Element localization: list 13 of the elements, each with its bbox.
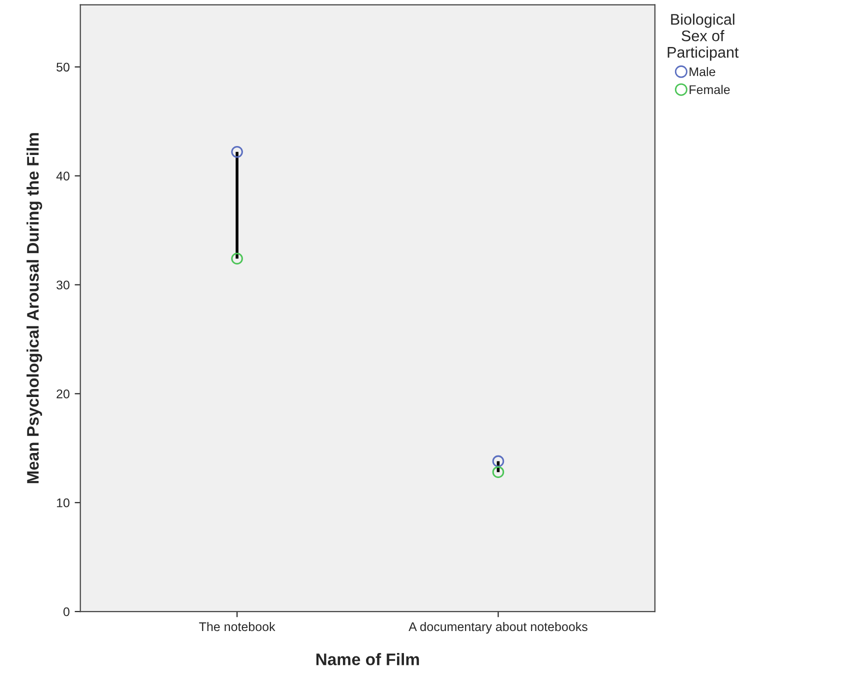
y-axis-title: Mean Psychological Arousal During the Film [26, 133, 42, 484]
y-tick-label: 10 [56, 498, 70, 508]
y-tick-label: 20 [56, 389, 70, 398]
y-tick-label: 0 [63, 607, 70, 616]
y-tick-label: 40 [56, 172, 70, 180]
y-tick-label: 30 [56, 280, 70, 290]
legend-label: Male [690, 66, 716, 76]
legend-label: Female [690, 84, 730, 94]
x-tick-label: A documentary about notebooks [408, 622, 588, 634]
legend-title: Biological Sex of Participant [668, 14, 739, 61]
x-axis-title: Name of Film [316, 653, 419, 666]
x-tick-label: The notebook [199, 622, 276, 632]
y-tick-label: 50 [56, 62, 70, 72]
